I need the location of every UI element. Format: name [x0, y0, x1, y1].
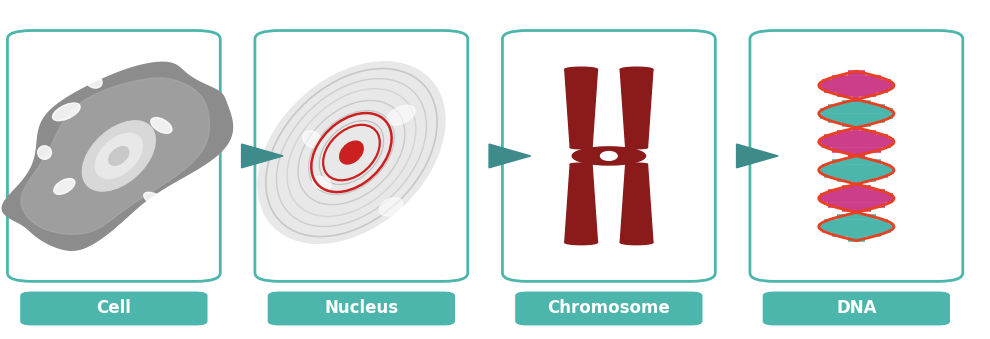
Ellipse shape: [564, 240, 598, 245]
Ellipse shape: [312, 176, 332, 190]
FancyBboxPatch shape: [502, 31, 715, 281]
FancyBboxPatch shape: [8, 31, 220, 281]
Text: Nucleus: Nucleus: [325, 299, 398, 318]
Ellipse shape: [303, 131, 321, 147]
Ellipse shape: [572, 147, 645, 165]
Ellipse shape: [144, 192, 167, 208]
Ellipse shape: [570, 163, 592, 166]
Polygon shape: [620, 69, 653, 147]
FancyBboxPatch shape: [267, 292, 455, 325]
Polygon shape: [242, 144, 283, 168]
Polygon shape: [737, 144, 778, 168]
Ellipse shape: [620, 67, 653, 72]
FancyBboxPatch shape: [750, 31, 962, 281]
Polygon shape: [21, 78, 210, 234]
Ellipse shape: [570, 146, 592, 149]
Ellipse shape: [379, 198, 403, 216]
Polygon shape: [620, 164, 653, 242]
Ellipse shape: [626, 163, 647, 166]
Ellipse shape: [116, 224, 132, 237]
FancyBboxPatch shape: [255, 31, 468, 281]
Polygon shape: [489, 144, 531, 168]
Text: Chromosome: Chromosome: [547, 299, 670, 318]
Ellipse shape: [86, 75, 102, 88]
Ellipse shape: [53, 179, 75, 194]
Ellipse shape: [109, 146, 129, 165]
Ellipse shape: [150, 118, 172, 133]
FancyBboxPatch shape: [515, 292, 703, 325]
Polygon shape: [564, 69, 597, 147]
Text: Cell: Cell: [96, 299, 132, 318]
Ellipse shape: [52, 103, 80, 121]
Ellipse shape: [82, 121, 155, 191]
Ellipse shape: [95, 133, 143, 179]
Ellipse shape: [387, 105, 415, 125]
FancyBboxPatch shape: [20, 292, 208, 325]
Ellipse shape: [564, 67, 598, 72]
Polygon shape: [564, 164, 597, 242]
Polygon shape: [2, 62, 233, 250]
Ellipse shape: [340, 141, 363, 164]
Ellipse shape: [258, 62, 445, 243]
Ellipse shape: [620, 240, 653, 245]
Ellipse shape: [38, 146, 51, 159]
FancyBboxPatch shape: [762, 292, 950, 325]
Text: DNA: DNA: [837, 299, 876, 318]
Ellipse shape: [601, 152, 617, 160]
Ellipse shape: [626, 146, 647, 149]
